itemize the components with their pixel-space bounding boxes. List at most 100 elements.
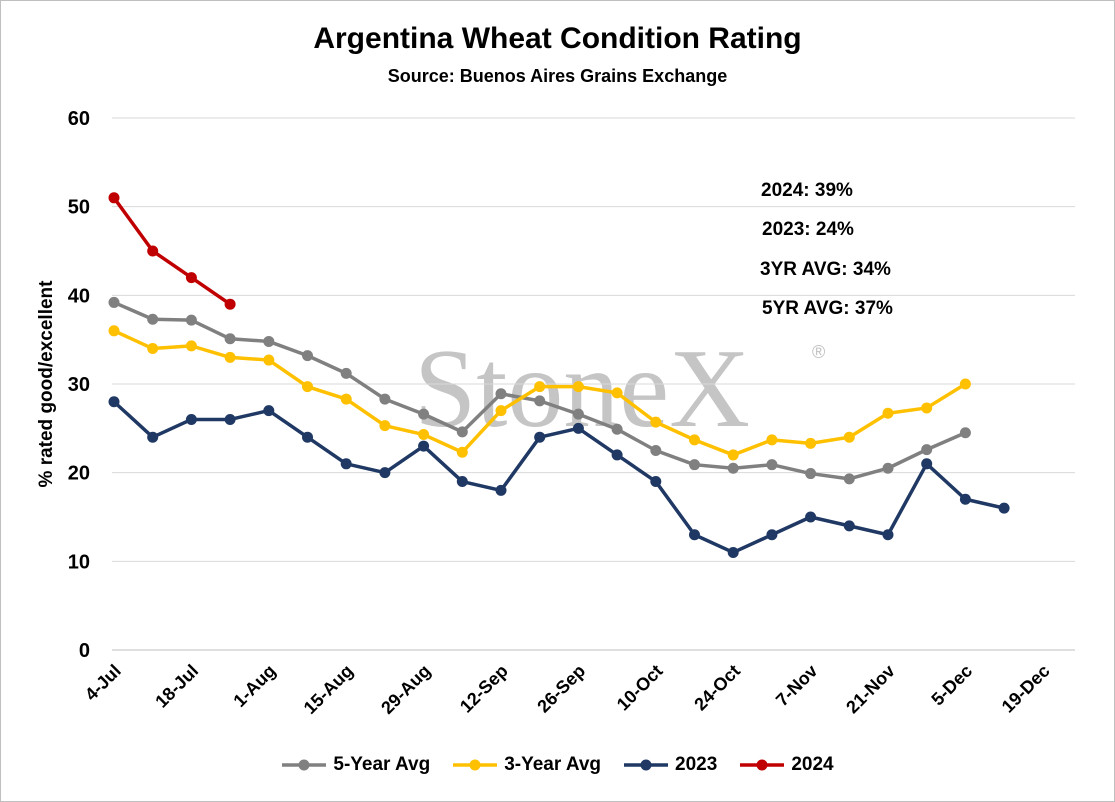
legend-swatch: [282, 759, 327, 771]
data-point: [650, 416, 662, 428]
data-point: [959, 493, 971, 505]
x-tick-label: 10-Oct: [613, 661, 667, 715]
data-point: [727, 449, 739, 461]
data-point: [882, 529, 894, 541]
data-point: [611, 449, 623, 461]
data-point: [805, 511, 817, 523]
data-point: [843, 431, 855, 443]
y-tick-label: 0: [79, 640, 90, 662]
y-tick-label: 20: [68, 463, 90, 485]
x-tick-label: 19-Dec: [998, 661, 1054, 717]
data-point: [766, 434, 778, 446]
x-tick-label: 26-Sep: [533, 661, 589, 717]
x-tick-label: 5-Dec: [927, 661, 976, 710]
data-point: [379, 420, 391, 432]
data-point: [418, 440, 430, 452]
legend-label: 3-Year Avg: [504, 754, 602, 775]
series-3-year-avg: [108, 325, 971, 461]
data-point: [340, 458, 352, 470]
data-point: [302, 431, 313, 443]
data-point: [456, 426, 468, 438]
annotation-text: 2024: 39%: [761, 180, 853, 201]
y-tick-label: 40: [68, 285, 90, 307]
data-point: [534, 395, 546, 407]
data-point: [534, 381, 546, 393]
data-point: [147, 245, 159, 257]
data-point: [147, 313, 159, 325]
data-point: [495, 388, 507, 400]
data-point: [185, 413, 197, 425]
data-point: [882, 407, 894, 419]
series-lines: [108, 192, 1010, 558]
data-point: [805, 437, 817, 449]
data-point: [727, 546, 739, 558]
series-5-year-avg: [108, 296, 971, 485]
data-point: [263, 405, 275, 417]
data-point: [224, 333, 236, 345]
data-point: [224, 351, 236, 363]
data-point: [998, 502, 1010, 514]
data-point: [456, 476, 468, 488]
data-point: [572, 408, 584, 420]
data-point: [418, 408, 430, 420]
data-point: [224, 298, 236, 310]
data-point: [805, 468, 817, 480]
annotation-text: 3YR AVG: 34%: [760, 259, 891, 280]
data-point: [185, 340, 197, 352]
legend-item: 3-Year Avg: [452, 754, 601, 776]
data-point: [302, 350, 313, 362]
data-point: [147, 431, 159, 443]
data-point: [650, 445, 662, 456]
data-point: [766, 459, 778, 471]
gridlines: [112, 117, 1075, 651]
y-tick-label: 30: [68, 374, 90, 396]
data-point: [224, 413, 236, 425]
data-point: [302, 381, 313, 393]
data-point: [263, 335, 275, 347]
y-tick-label: 60: [68, 108, 90, 130]
data-point: [650, 476, 662, 488]
x-tick-label: 21-Nov: [842, 661, 899, 718]
data-point: [108, 396, 120, 408]
data-point: [185, 272, 197, 284]
data-point: [959, 427, 971, 439]
series-line: [112, 400, 1005, 555]
data-point: [495, 405, 507, 417]
x-axis-ticks: 4-Jul 18-Jul 1-Aug 15-Aug 29-Aug 12-Sep 26-Sep…: [81, 661, 1054, 718]
series-2024: [108, 192, 236, 310]
legend-item: 2024: [739, 754, 834, 776]
data-point: [572, 422, 584, 434]
data-point: [418, 429, 430, 441]
data-point: [611, 423, 623, 435]
data-point: [340, 393, 352, 405]
y-tick-label: 10: [68, 551, 90, 573]
data-point: [534, 431, 546, 443]
data-point: [921, 402, 933, 414]
annotations: 2024: 39% 2023: 24% 3YR AVG: 34% 5YR AVG: 3…: [760, 180, 893, 319]
data-point: [611, 387, 623, 399]
data-point: [379, 393, 391, 405]
data-point: [727, 462, 739, 474]
data-point: [689, 529, 700, 541]
x-tick-label: 24-Oct: [690, 661, 744, 715]
x-tick-label: 29-Aug: [377, 661, 434, 718]
x-tick-label: 15-Aug: [300, 661, 357, 718]
legend-swatch: [624, 759, 669, 771]
legend-item: 2023: [623, 754, 717, 776]
data-point: [108, 325, 120, 337]
chart-title: Argentina Wheat Condition Rating: [313, 22, 802, 55]
legend-swatch: [740, 759, 785, 771]
data-point: [921, 458, 933, 470]
legend-swatch: [453, 759, 498, 771]
data-point: [689, 434, 700, 446]
data-point: [689, 459, 700, 471]
x-tick-label: 4-Jul: [81, 661, 125, 705]
data-point: [843, 520, 855, 532]
watermark-registered: ®: [812, 342, 825, 362]
x-tick-label: 12-Sep: [456, 661, 512, 717]
legend-label: 2023: [675, 754, 718, 775]
x-tick-label: 18-Jul: [151, 661, 202, 712]
data-point: [108, 296, 120, 308]
data-point: [959, 378, 971, 390]
legend-label: 5-Year Avg: [333, 754, 431, 775]
